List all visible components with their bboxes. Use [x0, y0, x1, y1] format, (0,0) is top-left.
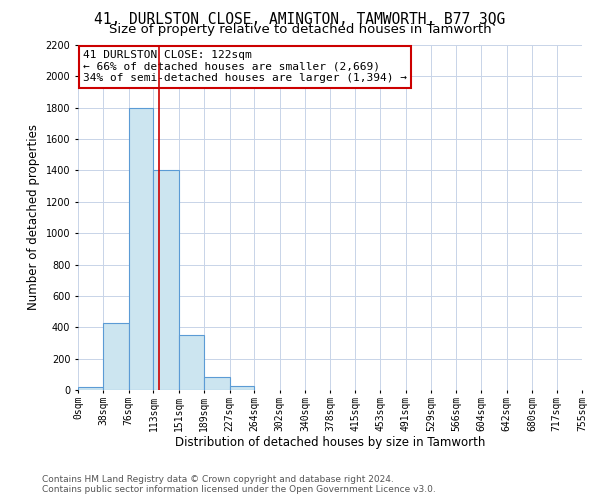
- Bar: [129, 108, 154, 390]
- Bar: [103, 322, 129, 390]
- Y-axis label: Number of detached properties: Number of detached properties: [27, 124, 40, 310]
- Text: 41 DURLSTON CLOSE: 122sqm
← 66% of detached houses are smaller (2,669)
34% of se: 41 DURLSTON CLOSE: 122sqm ← 66% of detac…: [83, 50, 407, 84]
- Text: Contains HM Land Registry data © Crown copyright and database right 2024.
Contai: Contains HM Land Registry data © Crown c…: [42, 474, 436, 494]
- Text: Size of property relative to detached houses in Tamworth: Size of property relative to detached ho…: [109, 22, 491, 36]
- Text: 41, DURLSTON CLOSE, AMINGTON, TAMWORTH, B77 3QG: 41, DURLSTON CLOSE, AMINGTON, TAMWORTH, …: [94, 12, 506, 28]
- Bar: [154, 170, 179, 390]
- Bar: [230, 386, 254, 390]
- Bar: [179, 335, 204, 390]
- Bar: [78, 387, 103, 390]
- X-axis label: Distribution of detached houses by size in Tamworth: Distribution of detached houses by size …: [175, 436, 485, 450]
- Bar: [204, 378, 230, 390]
